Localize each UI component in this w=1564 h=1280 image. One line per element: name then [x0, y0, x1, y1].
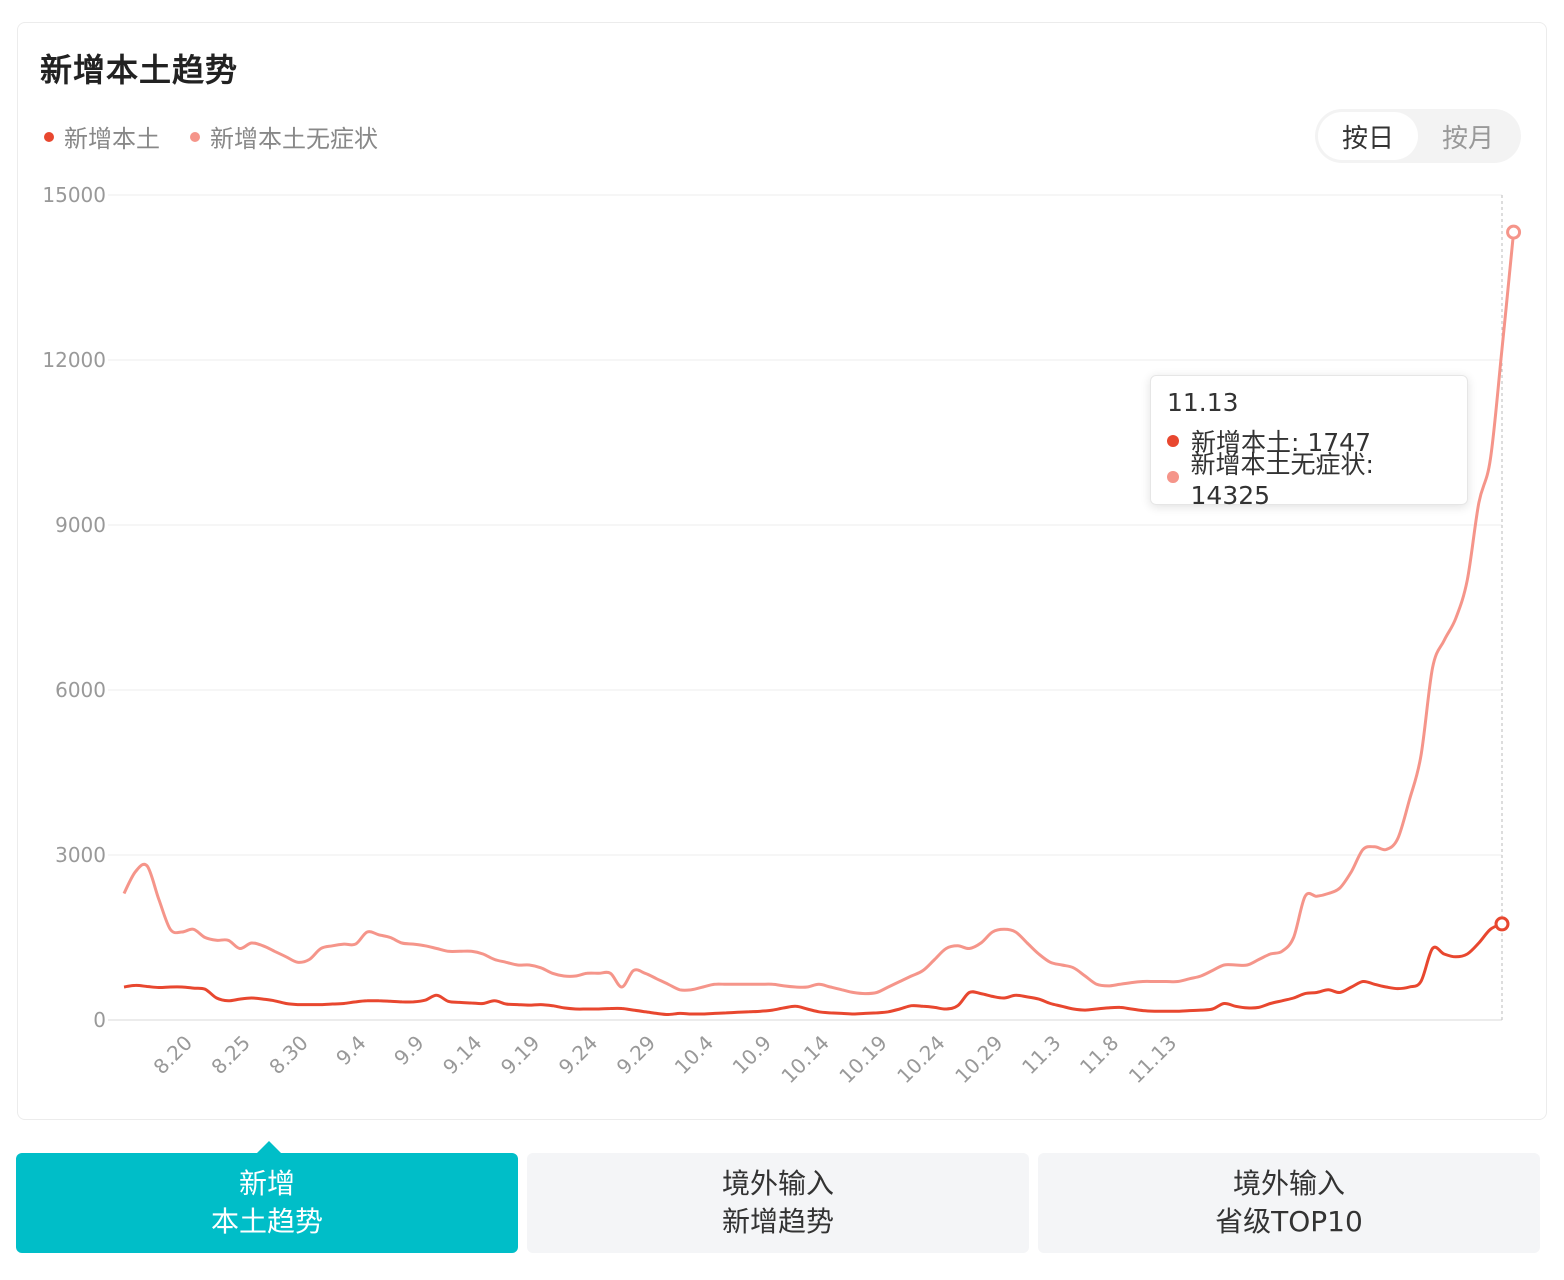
x-tick-label: 11.8: [1075, 1031, 1123, 1079]
chart-tooltip: 11.13 新增本土: 1747 新增本土无症状: 14325: [1150, 375, 1468, 510]
tooltip-row-asymptomatic: 新增本土无症状: 14325: [1167, 450, 1451, 510]
tab-local-trend-line1: 新增: [238, 1167, 295, 1200]
x-tick-label: 9.19: [496, 1031, 544, 1079]
highlight-point-asymptomatic: [1506, 224, 1522, 240]
chart-tabs: 新增 本土趋势 境外输入 新增趋势 境外输入 省级TOP10: [16, 1141, 1540, 1253]
legend-dot-local: [44, 131, 54, 142]
x-tick-label: 8.20: [149, 1031, 197, 1079]
legend-item-asymptomatic[interactable]: 新增本土无症状: [190, 119, 378, 154]
toggle-by-month[interactable]: 按月: [1441, 123, 1494, 154]
tooltip-dot-asymptomatic: [1167, 471, 1179, 483]
toggle-by-day[interactable]: 按日: [1318, 112, 1418, 160]
x-tick-label: 9.24: [554, 1031, 602, 1079]
y-tick-label: 15000: [42, 183, 106, 207]
y-tick-label: 9000: [55, 513, 106, 537]
legend-dot-asymptomatic: [190, 131, 200, 142]
tooltip-dot-local: [1167, 435, 1179, 447]
legend-label-local: 新增本土: [64, 125, 160, 153]
y-tick-label: 12000: [42, 348, 106, 372]
x-tick-label: 9.14: [438, 1031, 486, 1079]
x-tick-label: 10.4: [670, 1031, 718, 1079]
tab-local-trend[interactable]: 新增 本土趋势: [16, 1141, 518, 1253]
tab-local-trend-line2: 本土趋势: [210, 1205, 323, 1238]
highlight-point-local: [1494, 916, 1510, 932]
x-tick-label: 8.25: [206, 1031, 254, 1079]
chart-legend: 新增本土 新增本土无症状: [44, 119, 408, 154]
trend-card: 新增本土趋势 新增本土 新增本土无症状 按日 按月 15000 12000 9000…: [17, 22, 1547, 1120]
tab-imported-top10-line2: 省级TOP10: [1215, 1205, 1363, 1238]
legend-label-asymptomatic: 新增本土无症状: [210, 125, 378, 153]
x-tick-label: 9.9: [389, 1031, 428, 1070]
y-tick-label: 0: [93, 1008, 106, 1032]
tab-active-arrow: [257, 1141, 281, 1153]
x-tick-label: 10.9: [728, 1031, 776, 1079]
x-tick-label: 8.30: [264, 1031, 312, 1079]
period-toggle: 按日 按月: [1315, 109, 1521, 163]
x-tick-label: 10.14: [776, 1031, 833, 1088]
tooltip-text-asymptomatic: 新增本土无症状: 14325: [1190, 449, 1374, 510]
tooltip-date: 11.13: [1167, 388, 1239, 417]
x-tick-label: 9.4: [331, 1031, 370, 1070]
tab-imported-top10-line1: 境外输入: [1232, 1167, 1345, 1200]
y-tick-label: 6000: [55, 678, 106, 702]
x-tick-label: 10.24: [892, 1031, 949, 1088]
legend-item-local[interactable]: 新增本土: [44, 119, 160, 154]
line-chart[interactable]: 15000 12000 9000 6000 3000 0 8.20 8.25 8.30 9.4 9.…: [18, 23, 1546, 1119]
tab-imported-trend[interactable]: 境外输入 新增趋势: [527, 1153, 1029, 1253]
tab-imported-trend-line2: 新增趋势: [721, 1205, 834, 1238]
x-tick-label: 10.29: [950, 1031, 1007, 1088]
x-tick-label: 10.19: [834, 1031, 891, 1088]
tooltip-text-local: 新增本土: 1747: [1191, 428, 1371, 457]
series-line-local: [123, 922, 1503, 1016]
x-tick-label: 11.13: [1124, 1031, 1181, 1088]
y-tick-label: 3000: [55, 843, 106, 867]
tab-imported-top10[interactable]: 境外输入 省级TOP10: [1038, 1153, 1540, 1253]
series-line-asymptomatic: [122, 231, 1516, 996]
tab-imported-trend-line1: 境外输入: [721, 1167, 834, 1200]
x-tick-label: 9.29: [612, 1031, 660, 1079]
x-tick-label: 11.3: [1017, 1031, 1065, 1079]
tooltip-row-local: 新增本土: 1747: [1167, 423, 1451, 459]
card-title: 新增本土趋势: [40, 51, 239, 89]
